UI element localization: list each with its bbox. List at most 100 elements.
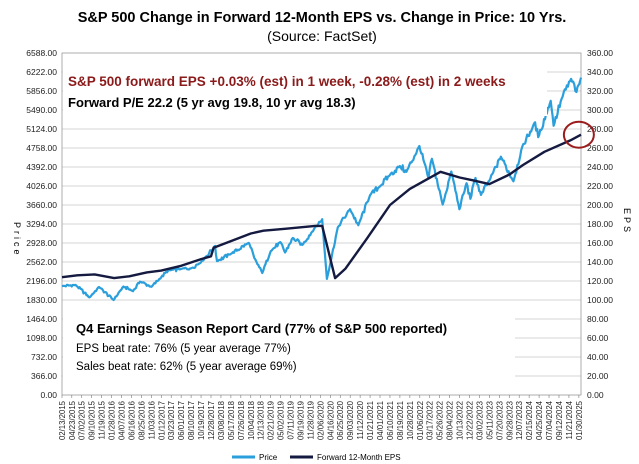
x-tick-label: 06/16/2016 bbox=[127, 401, 136, 440]
legend-eps-label: Forward 12-Month EPS bbox=[317, 453, 401, 462]
y-left-tick-label: 0.00 bbox=[40, 390, 57, 400]
latest-eps-highlight bbox=[562, 120, 595, 149]
x-tick-label: 06/25/2020 bbox=[336, 400, 345, 440]
x-tick-label: 07/20/2023 bbox=[495, 401, 504, 440]
y-left-tick-label: 5856.00 bbox=[26, 86, 57, 96]
y-left-tick-label: 5490.00 bbox=[26, 105, 57, 115]
series-lines bbox=[61, 77, 583, 302]
y-right-tick-label: 160.00 bbox=[587, 238, 613, 248]
x-tick-label: 05/11/2023 bbox=[485, 401, 494, 439]
x-tick-label: 04/16/2020 bbox=[326, 400, 335, 440]
x-tick-label: 02/06/2020 bbox=[316, 400, 325, 440]
chart-title: S&P 500 Change in Forward 12-Month EPS v… bbox=[78, 10, 567, 26]
y-right-tick-label: 340.00 bbox=[587, 67, 613, 77]
x-tick-label: 04/01/2021 bbox=[376, 401, 385, 440]
y-axis-right-ticks: 0.00 20.00 40.00 60.00 80.00 100.00 120.00 140.… bbox=[587, 48, 613, 400]
x-tick-label: 10/04/2018 bbox=[247, 401, 256, 440]
x-tick-label: 01/28/2016 bbox=[108, 401, 117, 440]
y-right-tick-label: 0.00 bbox=[587, 390, 604, 400]
x-tick-label: 01/06/2022 bbox=[416, 401, 425, 440]
x-tick-label: 09/28/2023 bbox=[505, 401, 514, 440]
x-tick-label: 07/04/2024 bbox=[545, 400, 554, 440]
x-tick-label: 06/10/2021 bbox=[386, 401, 395, 440]
x-tick-label: 10/13/2022 bbox=[456, 401, 465, 440]
y-left-tick-label: 6588.00 bbox=[26, 48, 57, 58]
y-right-tick-label: 140.00 bbox=[587, 257, 613, 267]
x-tick-label: 07/26/2018 bbox=[237, 401, 246, 440]
y-left-tick-label: 4758.00 bbox=[26, 143, 57, 153]
x-tick-label: 04/25/2024 bbox=[535, 400, 544, 440]
x-tick-label: 02/15/2024 bbox=[525, 400, 534, 440]
forward-eps-line bbox=[61, 133, 582, 280]
y-axis-left-ticks: 0.00 366.00 732.00 1098.00 1464.00 1830.00 219… bbox=[26, 48, 57, 400]
annotation-bottom-background bbox=[63, 318, 515, 378]
x-tick-label: 01/21/2021 bbox=[366, 401, 375, 440]
x-tick-label: 03/23/2017 bbox=[167, 401, 176, 440]
x-tick-label: 12/22/2022 bbox=[466, 401, 475, 440]
y-right-tick-label: 220.00 bbox=[587, 181, 613, 191]
x-tick-label: 05/26/2022 bbox=[436, 401, 445, 440]
y-right-tick-label: 300.00 bbox=[587, 105, 613, 115]
y-right-tick-label: 60.00 bbox=[587, 333, 609, 343]
y-right-tick-label: 320.00 bbox=[587, 86, 613, 96]
x-tick-label: 05/02/2019 bbox=[277, 401, 286, 440]
annotation-top-background bbox=[63, 68, 547, 116]
y-right-tick-label: 280.00 bbox=[587, 124, 613, 134]
x-tick-label: 11/03/2016 bbox=[147, 401, 156, 439]
x-tick-label: 11/12/2020 bbox=[356, 400, 365, 439]
y-left-tick-label: 732.00 bbox=[31, 352, 57, 362]
plot-area-border bbox=[61, 52, 582, 396]
y-left-tick-label: 2562.00 bbox=[26, 257, 57, 267]
x-tick-label: 05/17/2018 bbox=[227, 401, 236, 440]
annotation-report-card: Q4 Earnings Season Report Card (77% of S… bbox=[76, 321, 447, 336]
y-right-tick-label: 20.00 bbox=[587, 371, 609, 381]
x-tick-label: 07/11/2019 bbox=[287, 401, 296, 439]
x-tick-label: 09/10/2015 bbox=[88, 400, 97, 440]
chart-subtitle: (Source: FactSet) bbox=[267, 28, 377, 44]
x-tick-label: 09/03/2020 bbox=[346, 400, 355, 440]
x-tick-label: 03/17/2022 bbox=[426, 401, 435, 440]
y-right-tick-label: 120.00 bbox=[587, 276, 613, 286]
y-right-tick-label: 100.00 bbox=[587, 295, 613, 305]
x-tick-label: 08/04/2022 bbox=[446, 401, 455, 440]
x-tick-label: 10/28/2021 bbox=[406, 401, 415, 440]
price-line bbox=[61, 77, 583, 302]
x-tick-label: 12/28/2017 bbox=[207, 401, 216, 440]
x-tick-label: 02/21/2019 bbox=[267, 401, 276, 440]
y-left-tick-label: 2196.00 bbox=[26, 276, 57, 286]
y-left-tick-label: 2928.00 bbox=[26, 238, 57, 248]
y-left-tick-label: 4392.00 bbox=[26, 162, 57, 172]
x-tick-label: 03/08/2018 bbox=[217, 401, 226, 440]
x-tick-label: 09/19/2019 bbox=[296, 401, 305, 440]
y-left-tick-label: 1464.00 bbox=[26, 314, 57, 324]
x-tick-label: 01/12/2017 bbox=[157, 401, 166, 440]
legend-price-label: Price bbox=[259, 453, 278, 462]
x-tick-label: 02/13/2015 bbox=[58, 400, 67, 440]
x-tick-label: 04/07/2016 bbox=[118, 401, 127, 440]
highlight-circle bbox=[562, 120, 595, 149]
y-right-tick-label: 200.00 bbox=[587, 200, 613, 210]
x-tick-label: 08/19/2021 bbox=[396, 401, 405, 440]
x-tick-label: 07/02/2015 bbox=[78, 400, 87, 440]
x-tick-label: 04/23/2015 bbox=[68, 400, 77, 440]
y-left-tick-label: 4026.00 bbox=[26, 181, 57, 191]
y-left-tick-label: 366.00 bbox=[31, 371, 57, 381]
x-tick-label: 01/30/2025 bbox=[575, 400, 584, 440]
x-tick-label: 11/21/2024 bbox=[565, 400, 574, 439]
annotation-eps-beat-rate: EPS beat rate: 76% (5 year average 77%) bbox=[76, 343, 291, 355]
y-left-tick-label: 1830.00 bbox=[26, 295, 57, 305]
y-right-tick-label: 260.00 bbox=[587, 143, 613, 153]
y-right-tick-label: 360.00 bbox=[587, 48, 613, 58]
y-left-tick-label: 3660.00 bbox=[26, 200, 57, 210]
y-right-tick-label: 80.00 bbox=[587, 314, 609, 324]
x-tick-label: 08/25/2016 bbox=[137, 401, 146, 440]
y-axis-left-label: Price bbox=[12, 222, 22, 258]
x-tick-label: 12/07/2023 bbox=[515, 401, 524, 440]
y-left-tick-label: 6222.00 bbox=[26, 67, 57, 77]
y-right-tick-label: 180.00 bbox=[587, 219, 613, 229]
x-tick-label: 03/02/2023 bbox=[475, 401, 484, 440]
x-axis-ticks: 02/13/2015 04/23/2015 07/02/2015 09/10/2015… bbox=[58, 395, 584, 440]
annotation-forward-pe: Forward P/E 22.2 (5 yr avg 19.8, 10 yr a… bbox=[68, 95, 356, 110]
x-tick-label: 11/28/2019 bbox=[306, 401, 315, 439]
